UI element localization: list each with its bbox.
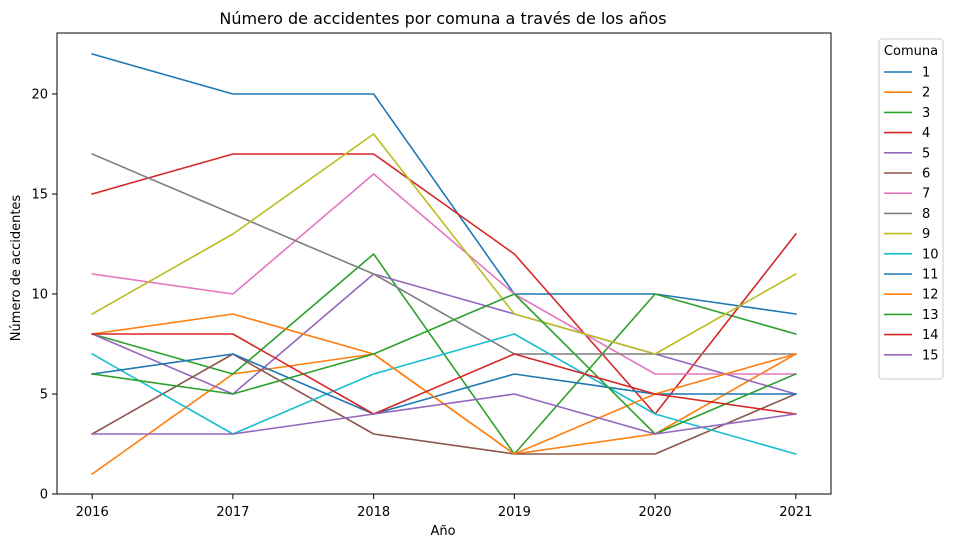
series-line-10 [91,333,797,455]
legend-label-10: 10 [922,247,939,262]
series-line-1 [91,53,797,315]
legend-label-4: 4 [922,126,930,141]
legend-label-5: 5 [922,146,930,161]
y-tick-label: 20 [31,88,48,103]
legend-label-1: 1 [922,66,930,81]
legend-label-14: 14 [922,328,939,343]
series-line-13 [91,293,797,435]
legend-label-3: 3 [922,106,930,121]
series-line-5 [91,273,797,395]
y-tick-label: 0 [40,488,48,503]
legend-label-8: 8 [922,207,930,222]
series-line-14 [91,333,797,415]
legend-label-13: 13 [922,308,939,323]
chart-title: Número de accidentes por comuna a través… [219,9,666,28]
x-tick-label: 2019 [498,505,531,520]
y-tick-label: 5 [40,388,48,403]
legend-label-6: 6 [922,167,930,182]
y-tick-label: 15 [31,188,48,203]
y-tick-label: 10 [31,288,48,303]
series-line-7 [91,173,797,375]
plot-frame [56,32,832,495]
series-line-11 [91,353,797,415]
x-axis-label: Año [430,524,455,539]
legend-label-9: 9 [922,227,930,242]
legend-label-11: 11 [922,268,939,283]
x-tick-label: 2018 [357,505,390,520]
x-tick-label: 2016 [76,505,109,520]
series-line-15 [91,393,797,435]
series-line-4 [91,153,797,415]
y-axis-label: Número de accidentes [9,195,24,342]
x-tick-label: 2021 [779,505,812,520]
legend-label-2: 2 [922,86,930,101]
series-line-6 [91,353,797,455]
x-tick-label: 2017 [216,505,249,520]
legend-label-12: 12 [922,288,939,303]
legend-label-15: 15 [922,348,939,363]
plot-area: 2016 2017 2018 2019 2020 2021 0 5 10 15 20 [31,32,832,520]
series-line-8 [91,152,797,355]
series-line-9 [91,133,797,355]
legend-title: Comuna [884,44,938,59]
x-tick-label: 2020 [639,505,672,520]
legend-label-7: 7 [922,187,930,202]
